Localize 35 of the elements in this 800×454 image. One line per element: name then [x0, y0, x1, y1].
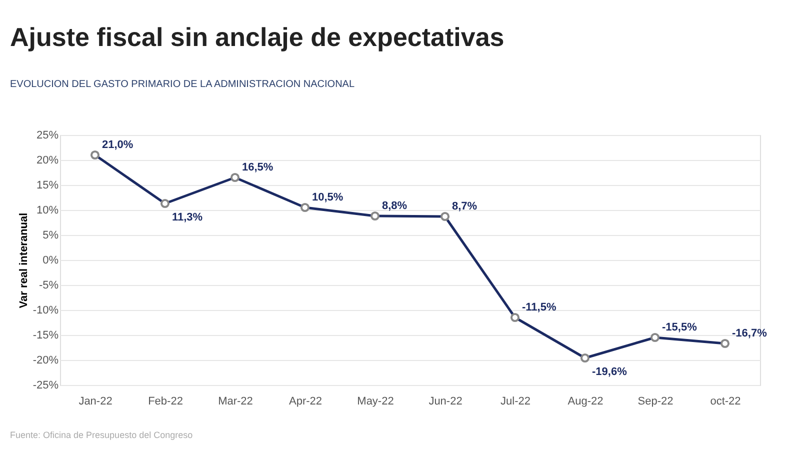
y-tick-label: 10% [36, 204, 59, 216]
x-tick-label: Jul-22 [500, 396, 530, 408]
chart-subtitle: EVOLUCION DEL GASTO PRIMARIO DE LA ADMINISTRACION NACIONAL [10, 79, 355, 90]
y-tick-label: -20% [32, 354, 59, 366]
y-tick-label: -15% [32, 330, 59, 342]
data-label: -16,7% [732, 328, 768, 340]
y-tick-label: -10% [32, 304, 59, 316]
data-label: 11,3% [172, 212, 203, 224]
data-label: 21,0% [102, 139, 134, 151]
y-tick-label: -25% [32, 380, 59, 392]
data-label: 16,5% [242, 162, 274, 174]
x-tick-label: Feb-22 [148, 396, 183, 408]
y-tick-label: -5% [38, 280, 59, 292]
x-tick-label: May-22 [357, 396, 394, 408]
x-tick-label: Jun-22 [428, 396, 462, 408]
y-tick-label: 20% [36, 154, 59, 166]
data-label: 10,5% [312, 192, 344, 204]
x-tick-label: oct-22 [710, 396, 741, 408]
y-tick-label: 0% [42, 254, 59, 266]
data-label: 8,8% [382, 200, 408, 212]
data-label: 8,7% [452, 200, 478, 212]
x-tick-label: Mar-22 [218, 396, 253, 408]
data-label: -19,6% [592, 366, 628, 378]
y-axis-title: Var real interanual [18, 212, 30, 308]
x-tick-label: Apr-22 [288, 396, 322, 408]
y-tick-label: 15% [36, 180, 59, 192]
source-note: Fuente: Oficina de Presupuesto del Congreso [10, 430, 193, 440]
x-tick-label: Jan-22 [78, 396, 112, 408]
data-label: -15,5% [662, 322, 698, 334]
x-tick-label: Aug-22 [568, 396, 604, 408]
y-tick-label: 25% [36, 130, 59, 142]
y-tick-label: 5% [42, 230, 59, 242]
chart-title: Ajuste fiscal sin anclaje de expectativas [10, 22, 504, 52]
x-tick-label: Sep-22 [638, 396, 674, 408]
data-label: -11,5% [522, 302, 556, 314]
